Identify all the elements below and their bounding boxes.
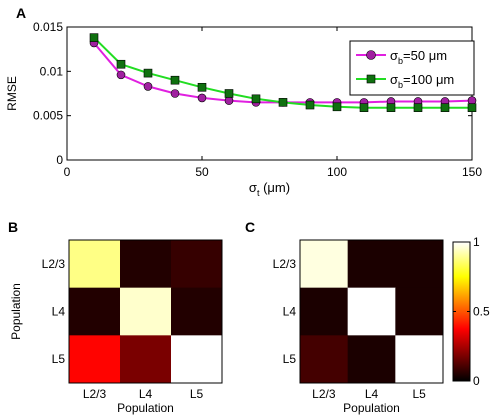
heatmap-c-col-label: L2/3 xyxy=(312,387,336,401)
heatmap-c-cell xyxy=(395,240,444,289)
heatmap-c-row-label: L5 xyxy=(283,352,297,366)
heatmap-c-cell xyxy=(395,335,444,384)
heatmap-b-frame xyxy=(68,239,223,384)
series-1-point xyxy=(143,82,153,91)
heatmap-c-row-label: L4 xyxy=(283,305,297,319)
heatmap-c-x-axis-label: Population xyxy=(343,401,400,415)
heatmap-b-col-label: L2/3 xyxy=(83,387,107,401)
panel-letter-c: C xyxy=(245,219,255,235)
series-1-point xyxy=(197,93,207,103)
heatmap-c-cell xyxy=(300,240,349,289)
heatmap-b-cell xyxy=(120,335,172,384)
series-2-point xyxy=(332,102,342,112)
heatmap-c-labels: L2/3 L4 L5 L2/3 L4 L5 xyxy=(273,257,427,401)
legend: σb=50 μm σb=100 μm xyxy=(349,40,475,96)
series-2-point xyxy=(305,100,315,110)
series-2-point xyxy=(143,68,153,78)
heatmap-b-y-axis-label: Population xyxy=(9,283,23,340)
series-2-point xyxy=(467,103,477,112)
x-axis-label-unit: (μm) xyxy=(259,180,290,195)
colorbar-tick-label: 0 xyxy=(473,374,480,388)
x-tick-label: 50 xyxy=(195,165,209,179)
legend-box xyxy=(349,40,475,96)
series-2-point xyxy=(224,89,234,98)
heatmap-c-col-label: L5 xyxy=(412,387,426,401)
heatmap-b-col-label: L5 xyxy=(190,387,204,401)
series-2-point xyxy=(440,103,450,112)
heatmap-b-cell xyxy=(171,240,223,289)
x-tick-label: 150 xyxy=(462,165,482,179)
series-1-point xyxy=(170,89,180,98)
series-2-point xyxy=(89,33,99,42)
heatmap-b-cell xyxy=(69,240,121,289)
legend-label-series-2: σb=100 μm xyxy=(390,72,454,90)
x-tick-label: 0 xyxy=(64,165,71,179)
legend-rest-series-1: =50 μm xyxy=(403,48,447,63)
y-tick-label: 0 xyxy=(56,153,63,167)
heatmap-c-cell xyxy=(300,287,349,336)
heatmap-c-cell xyxy=(347,335,396,384)
heatmap-c-cells xyxy=(300,240,444,384)
heatmap-b-row-label: L2/3 xyxy=(42,257,66,271)
series-2-point xyxy=(359,103,369,112)
legend-rest-series-2: =100 μm xyxy=(403,72,454,87)
x-axis-label-symbol: σ xyxy=(249,180,257,195)
heatmap-c-cell xyxy=(300,335,349,384)
y-tick-label: 0.015 xyxy=(33,20,63,34)
legend-symbol-series-2: σ xyxy=(390,72,398,87)
series-2-point xyxy=(413,103,423,112)
y-tick-label: 0.01 xyxy=(40,64,64,78)
legend-marker-series-1 xyxy=(366,50,376,60)
heatmap-panel-b: L2/3 L4 L5 L2/3 L4 L5 Population Population xyxy=(9,239,223,415)
line-chart-ticks: 0 50 100 150 0 0.005 0.01 0.015 xyxy=(33,20,482,179)
series-2-point xyxy=(251,94,261,104)
heatmap-b-cell xyxy=(171,335,223,384)
heatmap-b-cell xyxy=(69,287,121,336)
x-axis-label: σt (μm) xyxy=(249,180,290,198)
heatmap-b-cell xyxy=(120,240,172,289)
heatmap-b-labels: L2/3 L4 L5 L2/3 L4 L5 xyxy=(42,257,204,401)
heatmap-b-row-label: L4 xyxy=(52,305,66,319)
heatmap-b-cell xyxy=(171,287,223,336)
heatmap-b-cell xyxy=(120,287,172,336)
series-2-point xyxy=(170,75,180,85)
x-tick-label: 100 xyxy=(327,165,347,179)
panel-letter-b: B xyxy=(8,219,18,235)
heatmap-b-cells xyxy=(69,240,223,384)
panel-letter-a: A xyxy=(16,5,26,21)
colorbar-tick-label: 0.5 xyxy=(473,305,490,319)
legend-sub-series-2: b xyxy=(398,80,403,90)
line-chart-series xyxy=(89,33,477,112)
y-tick-label: 0.005 xyxy=(33,109,63,123)
heatmap-c-col-label: L4 xyxy=(365,387,379,401)
heatmap-b-col-label: L4 xyxy=(139,387,153,401)
heatmap-c-row-label: L2/3 xyxy=(273,257,297,271)
series-2-point xyxy=(278,98,288,107)
heatmap-c-cell xyxy=(347,287,396,336)
legend-symbol-series-1: σ xyxy=(390,48,398,63)
heatmap-b-cell xyxy=(69,335,121,384)
series-2-point xyxy=(197,82,207,92)
legend-label-series-1: σb=50 μm xyxy=(390,48,447,66)
y-axis-label: RMSE xyxy=(5,76,19,111)
heatmap-b-row-label: L5 xyxy=(52,352,66,366)
heatmap-c-cell xyxy=(395,287,444,336)
heatmap-c-cell xyxy=(347,240,396,289)
colorbar-tick-label: 1 xyxy=(473,235,480,249)
legend-marker-series-2 xyxy=(366,74,376,84)
legend-sub-series-1: b xyxy=(398,56,403,66)
colorbar-ticks: 00.51 xyxy=(453,235,490,388)
series-2-point xyxy=(386,103,396,112)
series-1-point xyxy=(116,70,126,80)
heatmap-b-x-axis-label: Population xyxy=(117,401,174,415)
heatmap-c-frame xyxy=(299,239,444,384)
series-2-point xyxy=(116,59,126,69)
x-axis-label-subscript: t xyxy=(257,188,260,198)
